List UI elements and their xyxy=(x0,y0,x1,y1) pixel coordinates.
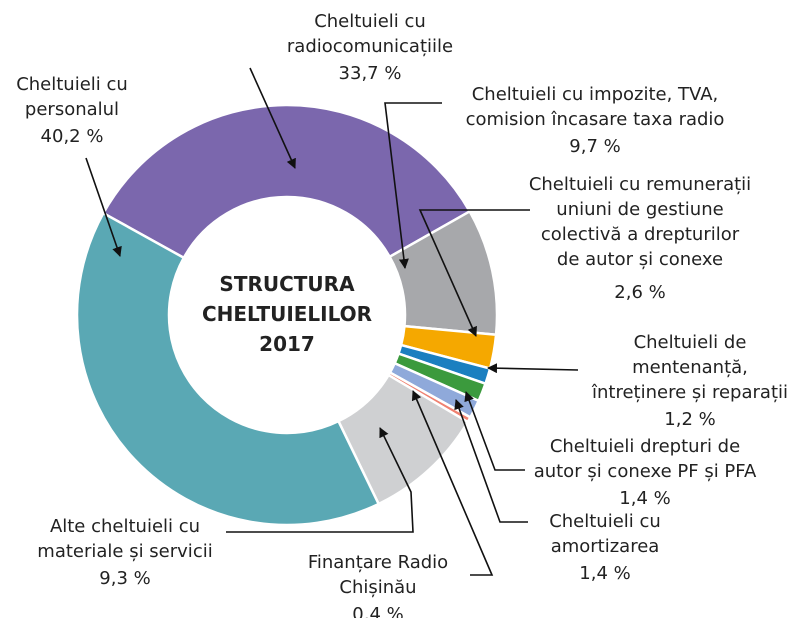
leader-arrow xyxy=(487,363,579,374)
label-line: Finanțare Radio xyxy=(308,552,448,573)
value-label: 9,3 % xyxy=(99,568,150,589)
slice-label: Alte cheltuieli cu materiale și servicii xyxy=(37,516,212,562)
value-label: 2,6 % xyxy=(614,282,665,303)
title-line: 2017 xyxy=(259,332,315,356)
label-line: de autor și conexe xyxy=(557,249,723,270)
leader-arrow xyxy=(411,390,494,576)
value-label: 40,2 % xyxy=(41,126,104,147)
value-label: 9,7 % xyxy=(569,136,620,157)
label-line: mentenanță, xyxy=(632,357,748,378)
label-line: amortizarea xyxy=(551,536,660,557)
label-line: comision încasare taxa radio xyxy=(466,109,725,130)
label-line: Cheltuieli cu remunerații xyxy=(529,174,751,195)
label-line: Cheltuieli de xyxy=(634,332,747,353)
slice-label: Cheltuieli cu personalul xyxy=(16,74,128,120)
value-label: 1,2 % xyxy=(664,409,715,430)
leader-arrow xyxy=(454,399,528,523)
value-label: 33,7 % xyxy=(339,63,402,84)
donut-slice xyxy=(75,211,381,527)
slice-label: Cheltuieli de mentenanță, întreținere și r… xyxy=(591,332,788,403)
slice-label: Cheltuieli cu radiocomunicațiile xyxy=(287,11,453,57)
label-line: autor și conexe PF și PFA xyxy=(534,461,757,482)
leader-arrow xyxy=(85,157,122,257)
label-line: personalul xyxy=(25,99,119,120)
slice-label: Finanțare Radio Chișinău xyxy=(308,552,448,598)
label-line: întreținere și reparații xyxy=(591,382,788,403)
leader-arrow xyxy=(464,391,525,471)
title-line: CHELTUIELILOR xyxy=(202,302,372,326)
label-line: materiale și servicii xyxy=(37,541,212,562)
leader-arrow xyxy=(226,427,414,533)
label-line: Cheltuieli cu xyxy=(549,511,661,532)
label-line: Cheltuieli drepturi de xyxy=(550,436,740,457)
leader-arrow xyxy=(249,67,296,169)
title-line: STRUCTURA xyxy=(219,272,355,296)
label-line: radiocomunicațiile xyxy=(287,36,453,57)
donut-slice xyxy=(101,103,472,260)
slice-label: Cheltuieli cu impozite, TVA, comision înc… xyxy=(466,84,725,130)
label-line: Cheltuieli cu impozite, TVA, xyxy=(472,84,719,105)
label-line: uniuni de gestiune xyxy=(556,199,723,220)
label-line: Cheltuieli cu xyxy=(314,11,426,32)
value-label: 1,4 % xyxy=(579,563,630,584)
slice-label: Cheltuieli cu remunerații uniuni de gesti… xyxy=(529,174,751,270)
value-label: 1,4 % xyxy=(619,488,670,509)
label-line: Cheltuieli cu xyxy=(16,74,128,95)
label-line: Alte cheltuieli cu xyxy=(50,516,200,537)
slice-label: Cheltuieli cu amortizarea xyxy=(549,511,661,557)
slice-label: Cheltuieli drepturi de autor și conexe PF… xyxy=(534,436,757,482)
value-label: 0,4 % xyxy=(352,604,403,618)
label-line: Chișinău xyxy=(339,577,416,598)
center-title: STRUCTURA CHELTUIELILOR 2017 xyxy=(202,272,372,356)
leader-arrow xyxy=(418,209,530,337)
leader-arrow xyxy=(384,102,442,269)
label-line: colectivă a drepturilor xyxy=(541,224,740,245)
